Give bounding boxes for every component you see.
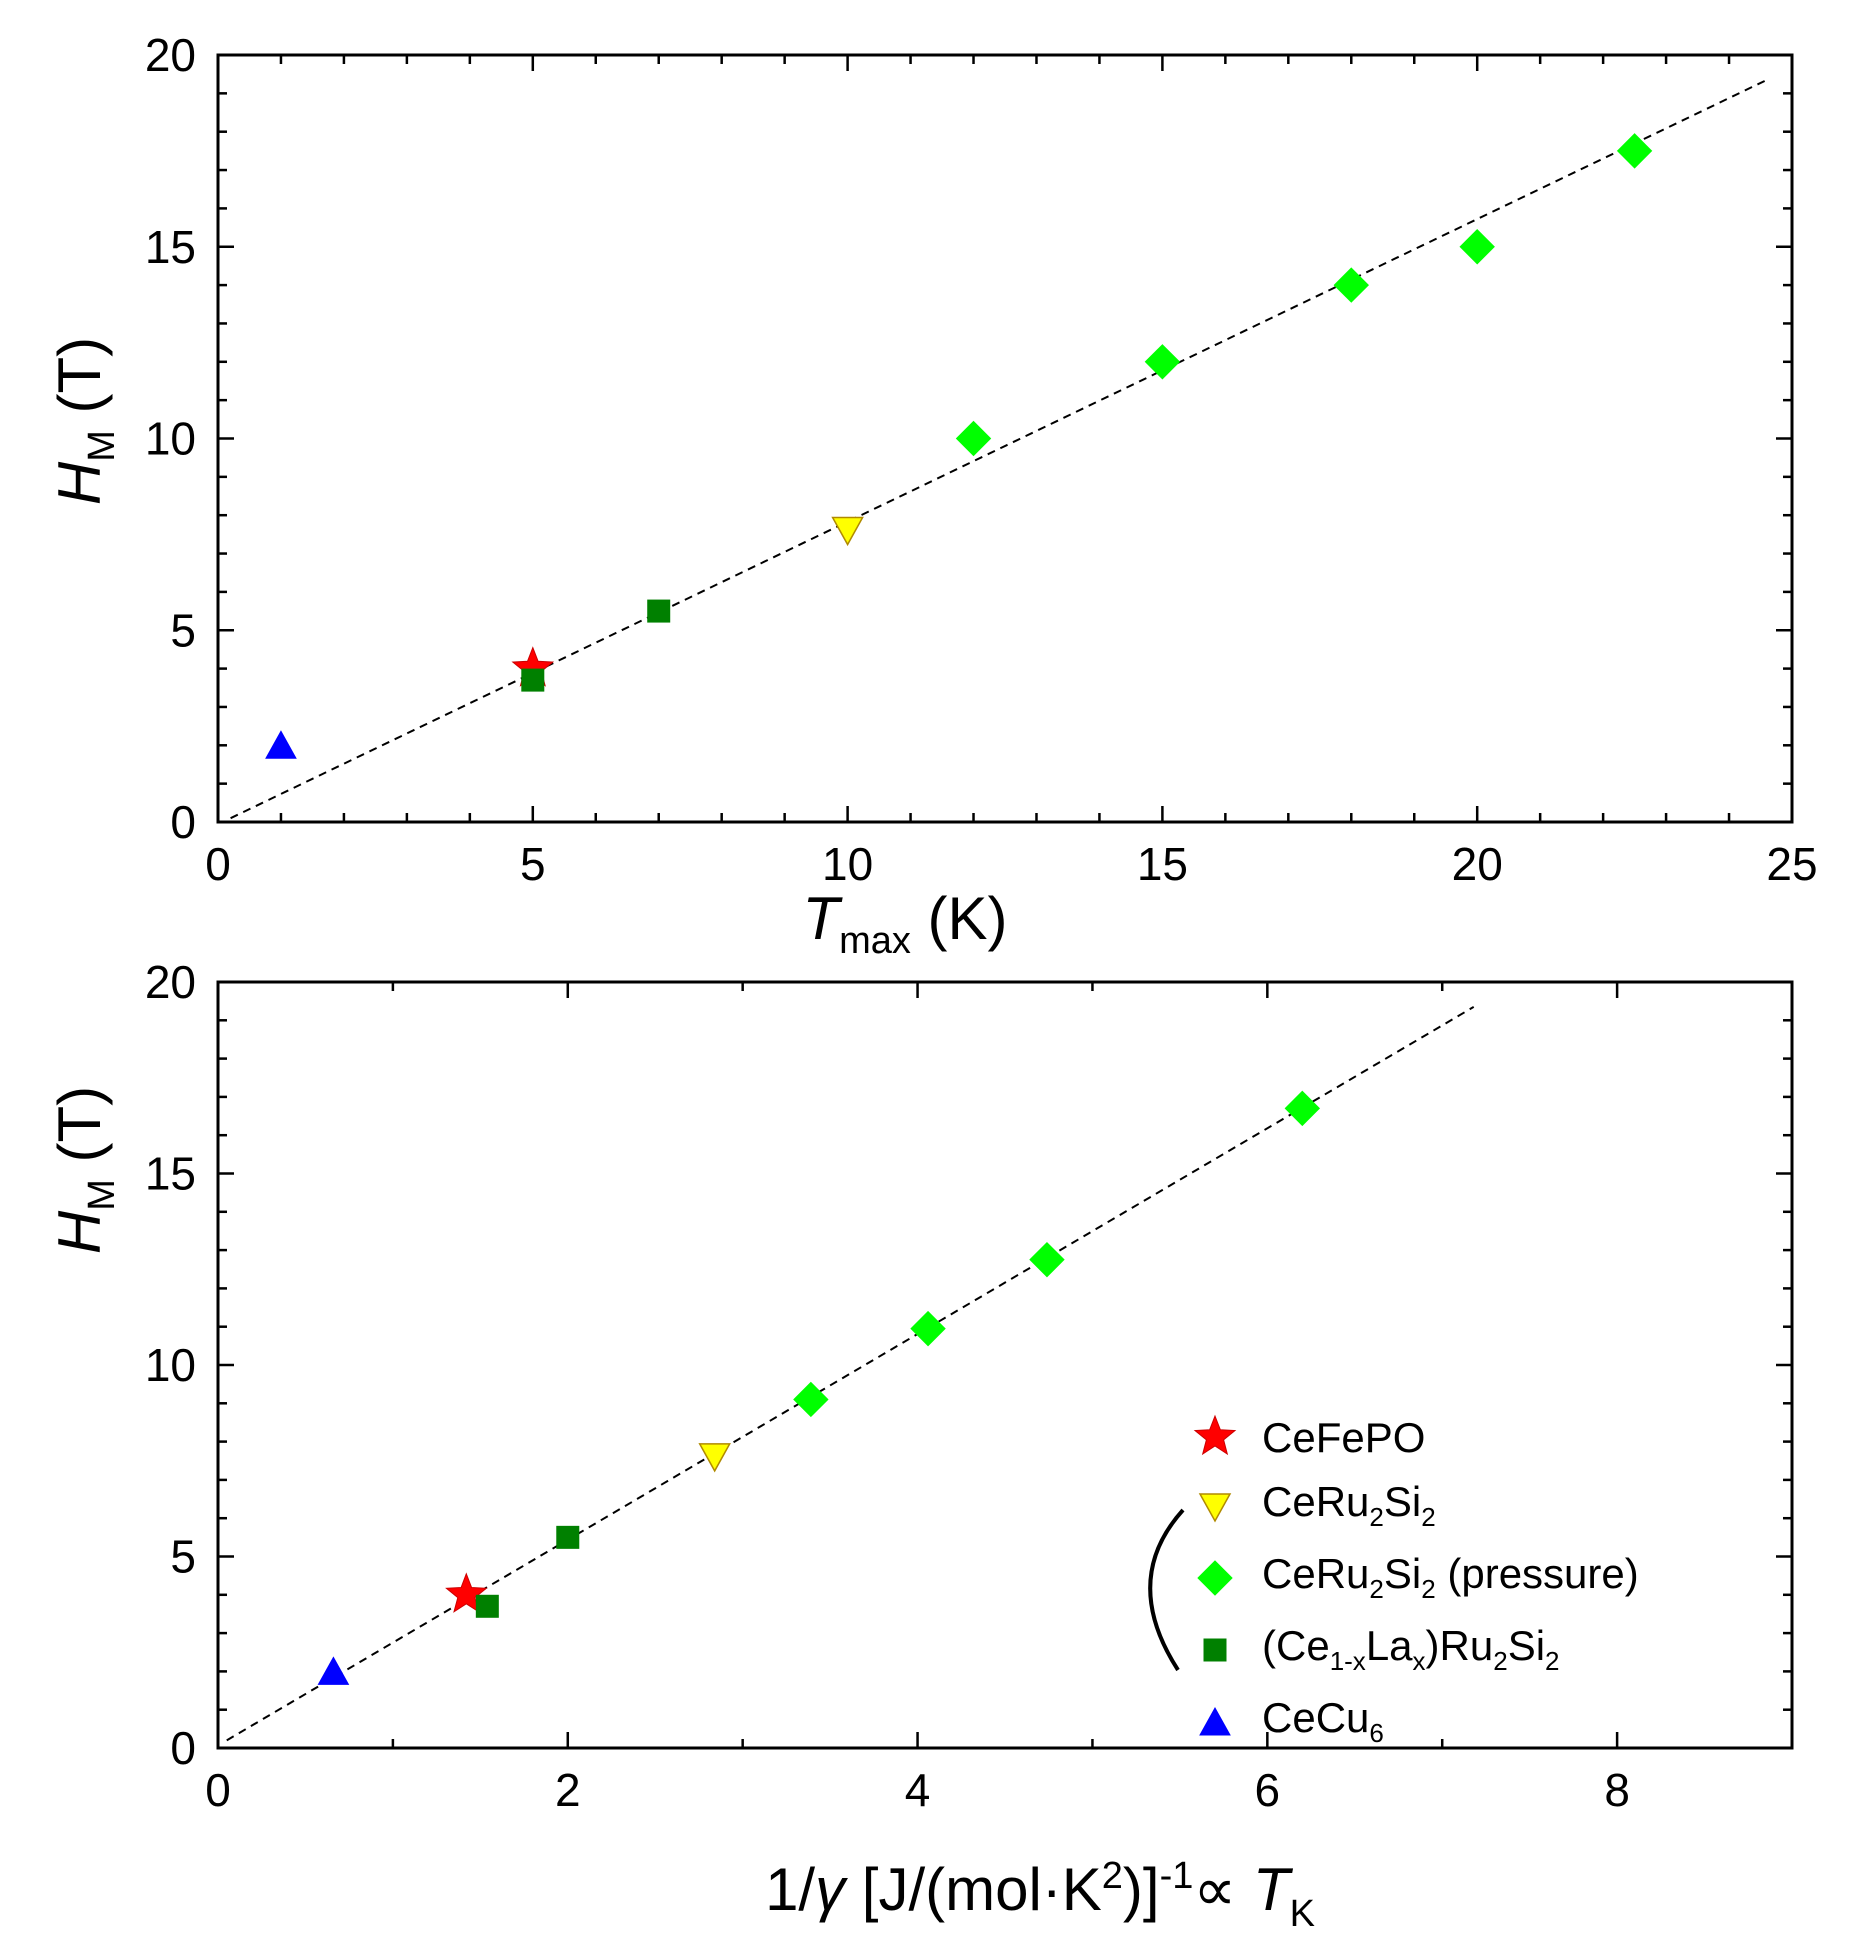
y2-title-sub: M	[81, 1179, 123, 1211]
top-panel: 0 5 10 15 20 25 0 5 10 15 20 Tmax (K) HM (T)	[46, 29, 1818, 962]
cecu6-data-point	[265, 730, 297, 759]
top-panel-fit-line	[230, 79, 1768, 820]
y-tick-label: 0	[170, 1722, 196, 1774]
y-title-unit: (T)	[46, 337, 113, 430]
x2-title-sup: -1	[1160, 1855, 1194, 1897]
top-panel-y-axis-title: HM (T)	[46, 337, 123, 505]
legend-label-cefepo: CeFePO	[1262, 1414, 1425, 1461]
x-tick-label: 8	[1604, 1764, 1630, 1816]
top-panel-x-axis-title: Tmax (K)	[802, 885, 1007, 962]
x2-title-a: 1/	[765, 1856, 815, 1923]
legend-marker-cefepo	[1193, 1414, 1237, 1456]
ceru2si2_pressure-data-point	[1333, 267, 1369, 303]
bottom-panel-tick-labels: 0 2 4 6 8 0 5 10 15 20	[145, 956, 1630, 1816]
y-title-sub: M	[81, 430, 123, 462]
y-tick-label: 5	[170, 604, 196, 656]
x-title-main: T	[802, 885, 843, 952]
y-tick-label: 10	[145, 1339, 196, 1391]
x-tick-label: 20	[1452, 838, 1503, 890]
x-tick-label: 5	[520, 838, 546, 890]
legend-triangle-down-icon	[1198, 1493, 1232, 1523]
ceru2si2_pressure-data-point	[793, 1381, 829, 1418]
cecu6-data-point	[317, 1656, 350, 1685]
x-tick-label: 15	[1137, 838, 1188, 890]
ceru2si2_pressure-data-point	[910, 1310, 946, 1347]
bottom-panel-plot-frame	[216, 980, 1794, 1750]
fit-line	[230, 79, 1768, 820]
ceru2si2-data-point	[831, 516, 864, 547]
y-tick-label: 10	[145, 413, 196, 465]
x2-title-d: ∝	[1193, 1856, 1253, 1923]
ceru2si2_pressure-data-point	[1284, 1090, 1321, 1127]
legend-item-cela: (Ce1-xLax)Ru2Si2	[1203, 1622, 1560, 1676]
legend-square-icon	[1203, 1638, 1227, 1662]
x-tick-label: 10	[822, 838, 873, 890]
legend-marker-ceru2si2	[1198, 1493, 1232, 1523]
x-tick-label: 6	[1255, 1764, 1281, 1816]
legend-bracket	[1148, 1508, 1185, 1672]
x2-title-T: T	[1253, 1856, 1294, 1923]
legend-label-cela: (Ce1-xLax)Ru2Si2	[1262, 1622, 1560, 1676]
ceru2si2_pressure-data-point	[1616, 133, 1653, 169]
bottom-panel-fit-line	[226, 1006, 1475, 1742]
bottom-panel-y-axis-title: HM (T)	[46, 1086, 123, 1254]
legend-triangle-up-icon	[1199, 1706, 1231, 1736]
legend-marker-ceru2si2_pressure	[1197, 1560, 1233, 1596]
legend-label-ceru2si2-pressure: CeRu2Si2 (pressure)	[1262, 1550, 1639, 1604]
x-tick-label: 0	[205, 838, 231, 890]
legend-marker-cela	[1203, 1638, 1227, 1662]
bottom-panel-markers	[317, 1090, 1321, 1685]
legend: CeFePO CeRu2Si2 CeRu2Si2 (pressure) (Ce1…	[1148, 1414, 1639, 1748]
legend-item-ceru2si2: CeRu2Si2	[1198, 1478, 1436, 1532]
x-tick-label: 4	[905, 1764, 931, 1816]
x-tick-label: 2	[555, 1764, 581, 1816]
y2-title-main: H	[46, 1210, 113, 1254]
y-tick-label: 20	[145, 29, 196, 81]
cela-data-point	[556, 1525, 580, 1549]
ceru2si2_pressure-data-point	[1029, 1241, 1065, 1278]
x2-title-c: )]	[1123, 1856, 1160, 1923]
top-panel-plot-frame	[216, 53, 1794, 824]
y-tick-label: 5	[170, 1531, 196, 1583]
legend-label-ceru2si2: CeRu2Si2	[1262, 1478, 1436, 1532]
ceru2si2_pressure-data-point	[955, 420, 992, 457]
ceru2si2_pressure-data-point	[1459, 229, 1495, 265]
x2-title-sup2: 2	[1102, 1855, 1123, 1897]
y-tick-label: 20	[145, 956, 196, 1008]
x-title-sub: max	[839, 920, 911, 962]
bottom-panel-x-axis-title: 1/γ [J/(mol·K2)]-1∝ TK	[765, 1855, 1315, 1935]
legend-item-ceru2si2-pressure: CeRu2Si2 (pressure)	[1197, 1550, 1639, 1604]
legend-item-cecu6: CeCu6	[1199, 1694, 1384, 1748]
y-tick-label: 0	[170, 796, 196, 848]
cela-data-point	[647, 599, 671, 623]
ceru2si2-data-point	[698, 1443, 731, 1473]
x-tick-label: 0	[205, 1764, 231, 1816]
x-title-unit: (K)	[911, 885, 1008, 952]
cela-data-point	[475, 1594, 499, 1618]
bottom-panel-ticks	[216, 980, 1794, 1750]
y-title-main: H	[46, 461, 113, 505]
y2-title-unit: (T)	[46, 1086, 113, 1179]
top-panel-tick-labels: 0 5 10 15 20 25 0 5 10 15 20	[145, 29, 1818, 890]
legend-marker-cecu6	[1199, 1706, 1231, 1736]
top-panel-ticks	[216, 53, 1794, 824]
x2-title-b: [J/(mol·K	[845, 1856, 1102, 1923]
legend-label-cecu6: CeCu6	[1262, 1694, 1384, 1748]
cefepo-data-point	[445, 1572, 488, 1613]
fit-line	[226, 1006, 1475, 1742]
cela-data-point	[521, 668, 545, 692]
legend-diamond-icon	[1197, 1560, 1233, 1596]
top-panel-markers	[265, 133, 1653, 759]
x2-title-sub: K	[1290, 1893, 1315, 1935]
legend-item-cefepo: CeFePO	[1193, 1414, 1425, 1461]
y-tick-label: 15	[145, 1148, 196, 1200]
x2-title-gamma: γ	[815, 1856, 848, 1923]
legend-star-icon	[1193, 1414, 1237, 1456]
x-tick-label: 25	[1766, 838, 1817, 890]
y-tick-label: 15	[145, 221, 196, 273]
ceru2si2_pressure-data-point	[1144, 344, 1181, 380]
